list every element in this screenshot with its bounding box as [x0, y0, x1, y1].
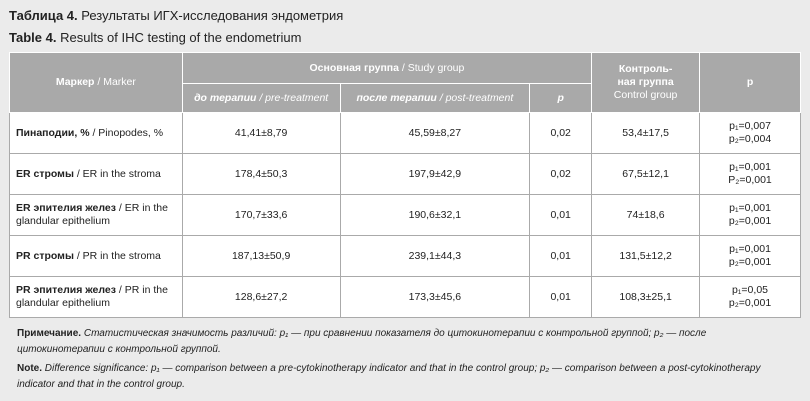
pre-cell: 187,13±50,9	[181, 235, 341, 277]
header-ru: Основная группа	[309, 61, 399, 74]
marker-ru: ER стромы	[16, 167, 74, 180]
p-values-cell: p₁=0,001 p₂=0,001	[699, 194, 801, 236]
post-cell: 190,6±32,1	[339, 194, 531, 236]
title-label: Таблица 4.	[9, 8, 78, 23]
marker-ru: PR стромы	[16, 249, 74, 262]
table-row: ER стромы / ER in the stroma 178,4±50,3 19…	[9, 153, 801, 195]
p-cell: 0,01	[529, 276, 593, 318]
marker-cell: Пинаподии, % / Pinopodes, %	[9, 112, 183, 154]
header-cell: Контроль-ная группа Control group	[591, 52, 701, 113]
note-ru: Примечание. Статистическая значимость ра…	[17, 326, 769, 358]
title-en: Table 4. Results of IHC testing of the e…	[9, 30, 301, 45]
header-cell: до терапии / pre-treatment	[181, 83, 341, 113]
control-cell: 67,5±12,1	[591, 153, 701, 195]
p-cell: 0,02	[529, 153, 593, 195]
p-value: P₂=0,001	[728, 174, 772, 186]
header-p: p	[699, 52, 801, 113]
post-cell: 197,9±42,9	[339, 153, 531, 195]
header-ru: до терапии	[194, 91, 257, 104]
p-cell: 0,02	[529, 112, 593, 154]
post-cell: 173,3±45,6	[339, 276, 531, 318]
header-en: / Study group	[401, 61, 465, 74]
table-row: PR стромы / PR in the stroma 187,13±50,9 2…	[9, 235, 801, 277]
marker-cell: ER стромы / ER in the stroma	[9, 153, 183, 195]
marker-en: / ER in the glandular epithelium	[16, 202, 168, 227]
p-values-cell: p₁=0,05 p₂=0,001	[699, 276, 801, 318]
note-label: Note.	[17, 363, 42, 374]
note-label: Примечание.	[17, 328, 82, 339]
header-en: / Marker	[97, 76, 136, 88]
marker-cell: ER эпителия желез / ER in the glandular …	[9, 194, 183, 236]
marker-cell: PR стромы / PR in the stroma	[9, 235, 183, 277]
pre-cell: 170,7±33,6	[181, 194, 341, 236]
post-cell: 45,59±8,27	[339, 112, 531, 154]
marker-cell: PR эпителия желез / PR in the glandular …	[9, 276, 183, 318]
note-en: Note. Difference significance: p₁ — comp…	[17, 361, 769, 393]
pre-cell: 128,6±27,2	[181, 276, 341, 318]
p-value: p₂=0,001	[728, 256, 772, 268]
header-en: / post-treatment	[439, 91, 514, 104]
p-cell: 0,01	[529, 235, 593, 277]
control-cell: 74±18,6	[591, 194, 701, 236]
p-values-cell: p₁=0,001 P₂=0,001	[699, 153, 801, 195]
pre-cell: 178,4±50,3	[181, 153, 341, 195]
p-value: p₁=0,001	[729, 161, 771, 173]
header-cell: после терапии / post-treatment	[339, 83, 531, 113]
title-ru: Таблица 4. Результаты ИГХ-исследования э…	[9, 8, 343, 23]
marker-ru: PR эпителия желез	[16, 284, 116, 296]
marker-en: / Pinopodes, %	[92, 126, 164, 139]
post-cell: 239,1±44,3	[339, 235, 531, 277]
p-value: p₁=0,007	[729, 120, 771, 132]
header-en: / pre-treatment	[259, 91, 329, 104]
marker-ru: Пинаподии, %	[16, 126, 90, 139]
p-value: p₁=0,001	[729, 202, 771, 214]
table-row: Пинаподии, % / Pinopodes, % 41,41±8,79 45,…	[9, 112, 801, 154]
table-body: Пинаподии, % / Pinopodes, % 41,41±8,79 45,…	[9, 112, 801, 318]
note-text: Статистическая значимость различий: p₁ —…	[17, 328, 707, 355]
p-value: p₂=0,001	[728, 297, 772, 309]
marker-ru: ER эпителия желез	[16, 202, 116, 214]
p-value: p₂=0,001	[728, 215, 772, 227]
control-cell: 53,4±17,5	[591, 112, 701, 154]
header-en: Control group	[613, 89, 678, 101]
results-table: Маркер / Marker Основная группа / Study …	[9, 52, 801, 318]
title-label: Table 4.	[9, 30, 57, 45]
control-cell: 108,3±25,1	[591, 276, 701, 318]
p-cell: 0,01	[529, 194, 593, 236]
header-cell: Основная группа / Study group	[181, 52, 593, 84]
table-row: PR эпителия желез / PR in the glandular …	[9, 276, 801, 318]
title-text: Results of IHC testing of the endometriu…	[60, 30, 302, 45]
p-value: p₂=0,004	[728, 133, 772, 145]
table-row: ER эпителия желез / ER in the glandular …	[9, 194, 801, 236]
header-ru: Маркер	[55, 76, 95, 88]
p-values-cell: p₁=0,007 p₂=0,004	[699, 112, 801, 154]
notes: Примечание. Статистическая значимость ра…	[9, 326, 769, 396]
marker-en: / PR in the stroma	[76, 249, 161, 262]
p-values-cell: p₁=0,001 p₂=0,001	[699, 235, 801, 277]
marker-en: / ER in the stroma	[76, 167, 161, 180]
marker-en: / PR in the glandular epithelium	[16, 284, 168, 309]
header-p: p	[529, 83, 593, 113]
header-ru: Контроль-ная группа	[617, 63, 674, 88]
pre-cell: 41,41±8,79	[181, 112, 341, 154]
p-value: p₁=0,05	[732, 284, 768, 296]
p-value: p₁=0,001	[729, 243, 771, 255]
note-text: Difference significance: p₁ — comparison…	[17, 363, 761, 390]
control-cell: 131,5±12,2	[591, 235, 701, 277]
header-cell: Маркер / Marker	[9, 52, 183, 113]
title-text: Результаты ИГХ-исследования эндометрия	[81, 8, 344, 23]
header-ru: после терапии	[356, 91, 437, 104]
